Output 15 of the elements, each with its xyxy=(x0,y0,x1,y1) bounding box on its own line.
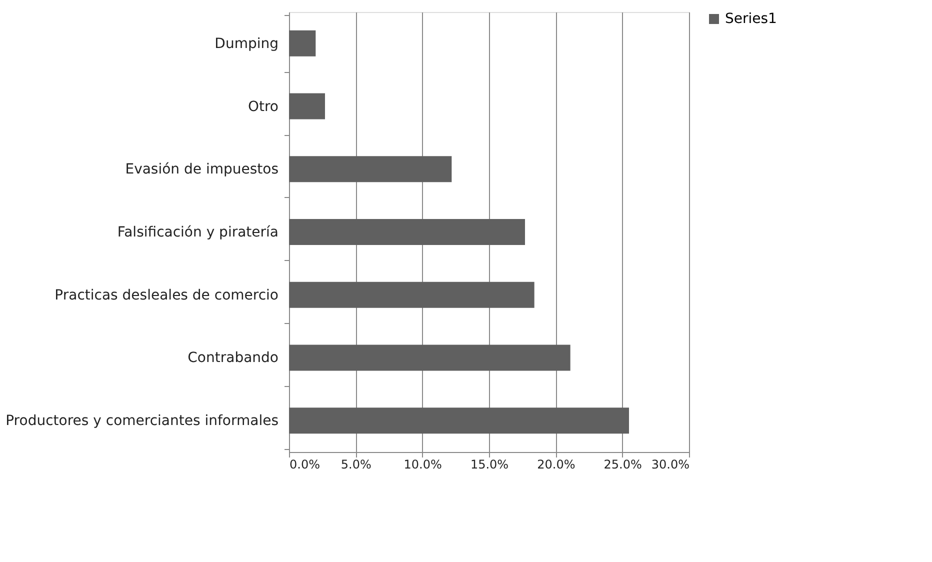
legend-label: Series1 xyxy=(725,11,777,27)
y-tick-label: Otro xyxy=(248,98,278,115)
x-tick-label: 30.0% xyxy=(651,458,690,472)
x-tick-label: 20.0% xyxy=(537,458,576,472)
x-tick-label: 0.0% xyxy=(290,458,320,472)
y-tick-label: Falsificación y piratería xyxy=(117,224,278,240)
y-tick-label: Dumping xyxy=(214,36,278,52)
y-tick-label: Productores y comerciantes informales xyxy=(6,413,278,430)
x-tick-label: 5.0% xyxy=(340,458,372,472)
x-tick-label: 25.0% xyxy=(604,458,642,472)
x-tick-label: 15.0% xyxy=(470,458,509,472)
x-tick-label: 10.0% xyxy=(404,458,442,472)
y-tick-label: Practicas desleales de comercio xyxy=(54,287,278,304)
y-tick-label: Contrabando xyxy=(188,350,278,366)
y-tick-label: Evasión de impuestos xyxy=(125,162,278,178)
